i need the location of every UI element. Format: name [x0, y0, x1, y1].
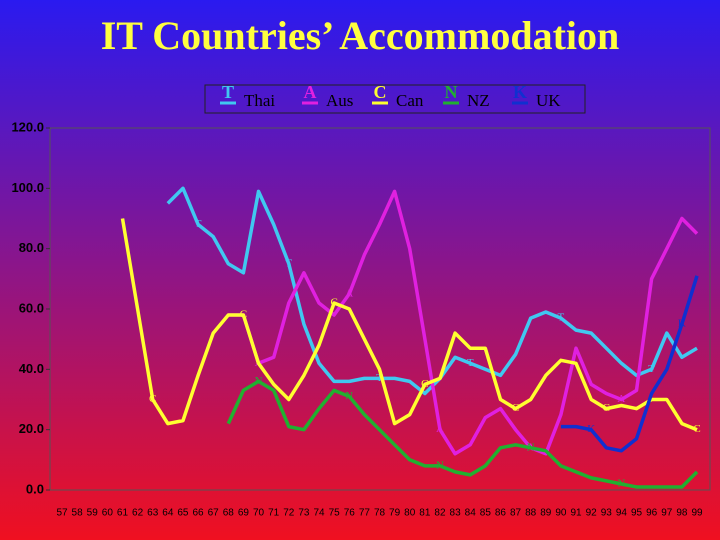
x-tick-label: 98 — [676, 508, 688, 519]
x-tick-label: 69 — [238, 508, 250, 519]
x-tick-label: 61 — [117, 508, 129, 519]
x-tick-label: 80 — [404, 508, 416, 519]
line-marker-letter: C — [512, 402, 519, 414]
x-tick-label: 74 — [313, 508, 325, 519]
x-tick-label: 72 — [283, 508, 295, 519]
x-tick-label: 95 — [631, 508, 643, 519]
x-tick-label: 58 — [72, 508, 84, 519]
y-tick-label: 20.0 — [19, 421, 44, 436]
line-marker-letter: N — [255, 375, 263, 387]
x-tick-label: 62 — [132, 508, 144, 519]
line-marker-letter: N — [617, 477, 625, 489]
y-tick-label: 100.0 — [11, 180, 44, 195]
x-tick-label: 87 — [510, 508, 522, 519]
y-tick-label: 60.0 — [19, 300, 44, 315]
line-marker-letter: T — [558, 312, 565, 324]
legend-label: NZ — [467, 91, 490, 110]
y-tick-label: 40.0 — [19, 361, 44, 376]
legend-marker: K — [513, 82, 527, 102]
x-tick-label: 73 — [298, 508, 310, 519]
legend-label: Aus — [326, 91, 353, 110]
x-tick-label: 60 — [102, 508, 114, 519]
x-tick-label: 83 — [450, 508, 462, 519]
line-marker-letter: N — [527, 441, 535, 453]
legend-label: Thai — [244, 91, 275, 110]
series-line — [228, 189, 699, 456]
line-marker-letter: T — [285, 257, 292, 269]
line-marker-letter: A — [617, 393, 625, 405]
line-marker-letter: A — [345, 287, 353, 299]
x-tick-label: 67 — [208, 508, 220, 519]
x-tick-label: 64 — [162, 508, 174, 519]
x-tick-label: 88 — [525, 508, 537, 519]
y-tick-label: 0.0 — [26, 481, 44, 496]
legend-label: Can — [396, 91, 424, 110]
x-tick-label: 68 — [223, 508, 235, 519]
x-tick-label: 97 — [661, 508, 673, 519]
line-marker-letter: N — [436, 459, 444, 471]
legend-marker: A — [304, 82, 317, 102]
x-tick-label: 70 — [253, 508, 265, 519]
x-tick-label: 92 — [586, 508, 598, 519]
line-marker-letter: C — [149, 393, 156, 405]
y-tick-label: 80.0 — [19, 240, 44, 255]
x-tick-label: 85 — [480, 508, 492, 519]
series-line — [120, 218, 698, 432]
x-tick-label: 99 — [691, 508, 703, 519]
x-tick-label: 66 — [193, 508, 205, 519]
legend-marker: T — [222, 82, 234, 102]
legend-label: UK — [536, 91, 561, 110]
line-marker-letter: C — [693, 423, 700, 435]
legend-marker: C — [374, 82, 387, 102]
x-tick-label: 59 — [87, 508, 99, 519]
x-tick-label: 84 — [465, 508, 477, 519]
x-tick-label: 96 — [646, 508, 658, 519]
x-tick-label: 89 — [540, 508, 552, 519]
series-line — [560, 275, 699, 453]
line-marker-letter: T — [467, 357, 474, 369]
x-tick-label: 79 — [389, 508, 401, 519]
x-tick-label: 75 — [329, 508, 341, 519]
x-tick-label: 76 — [344, 508, 356, 519]
line-marker-letter: T — [648, 363, 655, 375]
line-marker-letter: N — [345, 390, 353, 402]
line-marker-letter: C — [240, 309, 247, 321]
x-tick-label: 77 — [359, 508, 371, 519]
line-marker-letter: K — [678, 318, 686, 330]
x-tick-label: 82 — [434, 508, 446, 519]
series-line — [226, 379, 699, 489]
legend-box — [204, 84, 586, 114]
line-marker-letter: T — [195, 218, 202, 230]
line-marker-letter: T — [376, 372, 383, 384]
x-tick-label: 90 — [555, 508, 567, 519]
x-tick-label: 63 — [147, 508, 159, 519]
legend-marker: N — [445, 82, 458, 102]
chart-title: IT Countries’ Accommodation — [101, 13, 620, 58]
line-marker-letter: K — [587, 423, 595, 435]
line-marker-letter: C — [421, 378, 428, 390]
x-tick-label: 71 — [268, 508, 280, 519]
x-tick-label: 78 — [374, 508, 386, 519]
line-marker-letter: A — [436, 423, 444, 435]
x-tick-label: 94 — [616, 508, 628, 519]
x-tick-label: 93 — [601, 508, 613, 519]
line-marker-letter: C — [330, 296, 337, 308]
x-tick-label: 81 — [419, 508, 431, 519]
x-tick-label: 91 — [570, 508, 582, 519]
line-marker-letter: C — [603, 402, 610, 414]
y-tick-label: 120.0 — [11, 119, 44, 134]
x-tick-label: 86 — [495, 508, 507, 519]
x-tick-label: 57 — [56, 508, 68, 519]
x-tick-label: 65 — [177, 508, 189, 519]
